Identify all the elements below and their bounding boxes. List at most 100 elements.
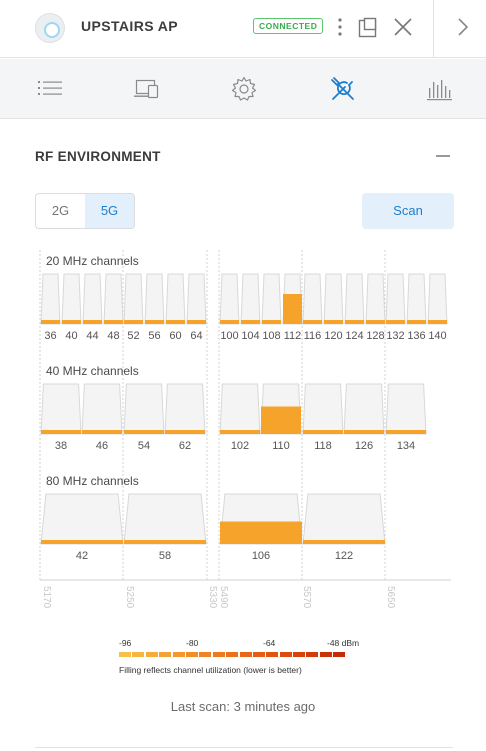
channel-utilization-bar — [124, 320, 143, 324]
channel-utilization-bar — [124, 540, 206, 544]
device-name: UPSTAIRS AP — [81, 18, 178, 34]
channel-label: 116 — [304, 330, 322, 342]
channel-slot — [343, 383, 385, 435]
channel-utilization-bar — [166, 320, 185, 324]
channel-slot — [164, 383, 206, 435]
channel-label: 140 — [428, 330, 446, 342]
tab-list[interactable] — [0, 59, 100, 119]
channel-utilization-bar — [220, 521, 302, 544]
channel-slot — [261, 273, 282, 325]
list-icon — [38, 81, 62, 95]
channel-label: 40 — [65, 330, 77, 342]
channel-group-label: 20 MHz channels — [46, 254, 139, 268]
pop-out-icon[interactable] — [355, 15, 381, 41]
header: UPSTAIRS AP CONNECTED — [0, 0, 486, 58]
scan-button[interactable]: Scan — [362, 193, 454, 229]
freq-tick-label: 5250 — [124, 586, 135, 609]
freq-tick-label: 5650 — [385, 586, 396, 609]
tab-tools[interactable] — [293, 59, 393, 119]
channel-utilization-bar — [344, 430, 384, 434]
channel-slot — [385, 383, 427, 435]
channel-label: 128 — [366, 330, 384, 342]
scale-swatch — [159, 652, 172, 657]
channel-label: 136 — [407, 330, 425, 342]
channel-utilization-bar — [104, 320, 123, 324]
channel-utilization-bar — [145, 320, 164, 324]
status-badge: CONNECTED — [253, 18, 324, 34]
channel-utilization-bar — [241, 320, 260, 324]
channel-utilization-bar — [82, 430, 122, 434]
channel-slot — [385, 273, 406, 325]
channel-slot — [240, 273, 261, 325]
more-vertical-icon[interactable] — [327, 15, 353, 41]
channel-slot — [40, 273, 61, 325]
last-scan-text: Last scan: 3 minutes ago — [170, 699, 316, 714]
channel-utilization-bar — [324, 320, 343, 324]
scale-swatch — [239, 652, 252, 657]
channel-slot — [123, 383, 165, 435]
channel-slot — [103, 273, 124, 325]
channel-label: 38 — [55, 440, 67, 452]
channel-label: 48 — [107, 330, 119, 342]
channel-label: 46 — [96, 440, 108, 452]
channel-slot — [82, 273, 103, 325]
channel-utilization-bar — [303, 430, 343, 434]
tab-stats[interactable] — [390, 59, 486, 119]
band-2g-button[interactable]: 2G — [51, 203, 70, 218]
scale-swatch — [212, 652, 225, 657]
channel-slot — [219, 383, 261, 435]
channel-label: 62 — [179, 440, 191, 452]
channel-utilization-bar — [220, 430, 260, 434]
channel-label: 132 — [386, 330, 404, 342]
minus-icon[interactable] — [436, 155, 450, 157]
channel-slot — [427, 273, 448, 325]
devices-icon — [134, 79, 159, 99]
tab-settings[interactable] — [194, 59, 294, 119]
channel-slot — [40, 383, 82, 435]
channel-utilization-bar — [283, 294, 302, 324]
scale-note: Filling reflects channel utilization (lo… — [119, 665, 302, 675]
channel-label: 44 — [86, 330, 98, 342]
scale-swatch — [132, 652, 145, 657]
close-icon[interactable] — [390, 15, 416, 41]
channel-utilization-bar — [41, 430, 81, 434]
channel-slot — [40, 493, 124, 545]
channel-label: 52 — [127, 330, 139, 342]
channel-utilization-bar — [41, 320, 60, 324]
freq-tick-label: 5330 — [207, 586, 218, 609]
channel-label: 104 — [241, 330, 259, 342]
channel-label: 120 — [324, 330, 342, 342]
scale-swatch — [226, 652, 239, 657]
channel-utilization-bar — [41, 540, 123, 544]
freq-tick-label: 5170 — [41, 586, 52, 609]
channel-slot — [302, 273, 323, 325]
scale-swatch — [185, 652, 198, 657]
header-divider — [433, 0, 434, 58]
tab-devices[interactable] — [97, 59, 197, 119]
scale-swatch — [293, 652, 306, 657]
scale-label: -80 — [186, 638, 199, 648]
channel-label: 100 — [220, 330, 238, 342]
channel-label: 112 — [284, 330, 302, 342]
channel-label: 118 — [314, 440, 332, 452]
channel-utilization-bar — [261, 406, 301, 434]
divider — [35, 747, 453, 748]
band-5g-button[interactable]: 5G — [85, 194, 134, 228]
channel-label: 126 — [355, 440, 373, 452]
section-title: RF ENVIRONMENT — [35, 149, 161, 164]
scale-label: -64 — [263, 638, 276, 648]
channel-utilization-bar — [303, 540, 385, 544]
channel-utilization-bar — [428, 320, 447, 324]
device-icon — [35, 13, 65, 43]
channel-utilization-bar — [303, 320, 322, 324]
channel-label: 102 — [231, 440, 249, 452]
scale-swatch — [199, 652, 212, 657]
band-toggle: 2G 5G — [35, 193, 135, 229]
tab-bar — [0, 59, 486, 119]
scale-swatch — [319, 652, 332, 657]
channel-label: 106 — [252, 550, 270, 562]
channel-slot — [123, 493, 207, 545]
scale-swatch — [252, 652, 265, 657]
channel-label: 122 — [335, 550, 353, 562]
chevron-right-icon[interactable] — [451, 15, 477, 41]
